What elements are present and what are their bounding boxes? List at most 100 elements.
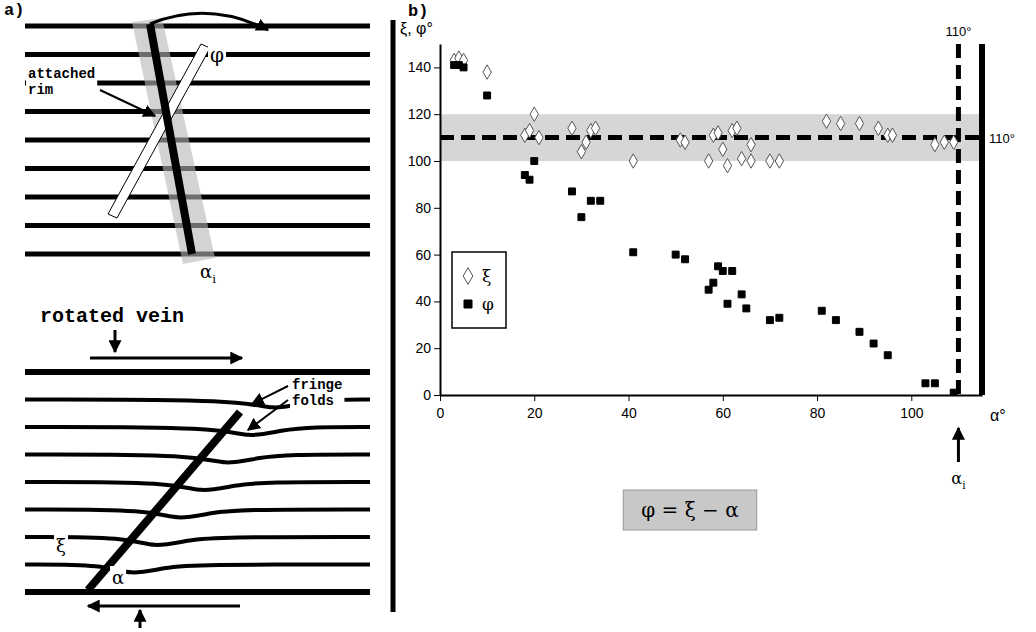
- legend-label: ξ: [482, 266, 491, 286]
- shear-arrow-bottom: [88, 605, 240, 608]
- point: [836, 116, 844, 130]
- fold-label: fringefolds: [292, 377, 342, 409]
- fold-label-line: folds: [292, 393, 334, 409]
- point: [747, 137, 755, 151]
- x-tick-mark: [534, 395, 535, 401]
- reference-line-x: [956, 44, 961, 395]
- point: [874, 121, 882, 135]
- x-axis-line: [441, 395, 983, 397]
- panel-label: b): [408, 2, 428, 21]
- point: [704, 154, 712, 168]
- y-tick: 120: [408, 106, 440, 122]
- alpha-label: α: [112, 567, 124, 588]
- point: [733, 121, 741, 135]
- rim-label-line: attached: [28, 66, 95, 82]
- x-tick-label: 0: [437, 405, 445, 421]
- reference-label-y: 110°: [989, 131, 1015, 146]
- angle-label: φ: [210, 43, 224, 67]
- y-tick-label: 120: [408, 106, 432, 122]
- panel-a: a)φattachedrimαirotated veinfringefoldsξ…: [4, 1, 370, 628]
- y-tick-mark: [434, 161, 440, 162]
- point: [578, 214, 585, 221]
- point: [569, 188, 576, 195]
- x-tick: 40: [621, 395, 637, 421]
- y-tick-mark: [434, 208, 440, 209]
- layer-line: [25, 109, 370, 114]
- point: [776, 314, 783, 321]
- label-background: [26, 65, 97, 99]
- point: [531, 158, 538, 165]
- x-tick-label: 20: [527, 405, 543, 421]
- y-tick: 140: [408, 59, 440, 75]
- y-axis-line: [440, 45, 442, 396]
- point: [818, 307, 825, 314]
- y-axis-title: ξ, φ°: [400, 20, 433, 38]
- x-axis: 0 20 40 60 80 100: [437, 395, 983, 421]
- y-tick-mark: [434, 255, 440, 256]
- point: [597, 197, 604, 204]
- point: [460, 64, 467, 71]
- sketch-title: rotated vein: [40, 305, 184, 328]
- compression-arrow-top: [114, 330, 117, 352]
- layer-line: [25, 138, 370, 143]
- y-tick-label: 20: [415, 340, 431, 356]
- y-tick: 0: [423, 387, 440, 403]
- alpha-i-label: αi: [951, 469, 966, 491]
- point: [931, 380, 938, 387]
- x-axis-title: α°: [990, 407, 1006, 424]
- legend-label: φ: [482, 294, 494, 314]
- x-tick-mark: [440, 395, 441, 401]
- point: [591, 121, 599, 135]
- y-tick-mark: [434, 395, 440, 396]
- layer-line: [25, 24, 370, 29]
- figure: a)φattachedrimαirotated veinfringefoldsξ…: [0, 0, 1036, 632]
- layer-line: [25, 510, 370, 518]
- layer-line: [25, 369, 370, 375]
- point: [530, 107, 538, 121]
- point: [870, 340, 877, 347]
- point: [587, 197, 594, 204]
- alpha-i-pointer: [957, 428, 960, 462]
- y-tick: 40: [415, 293, 440, 309]
- initial-vein: [150, 24, 192, 254]
- point: [483, 65, 491, 79]
- panel-separator: [391, 20, 396, 612]
- legend-box: [452, 252, 506, 328]
- point: [738, 291, 745, 298]
- compression-arrow-bottom: [139, 610, 142, 628]
- point: [723, 158, 731, 172]
- x-tick: 100: [900, 395, 924, 421]
- fold-pointer: [248, 400, 288, 430]
- x-tick-mark: [911, 395, 912, 401]
- band: [440, 114, 982, 161]
- initial-angle-label: αi: [200, 261, 216, 286]
- point: [568, 121, 576, 135]
- point: [822, 114, 830, 128]
- point: [719, 268, 726, 275]
- label-background: [110, 566, 126, 589]
- y-tick-label: 0: [423, 387, 431, 403]
- point: [705, 286, 712, 293]
- alpha-i-label-sub: i: [962, 479, 966, 491]
- layer-line: [25, 565, 370, 573]
- point: [630, 249, 637, 256]
- x-tick-label: 100: [900, 405, 924, 421]
- y-tick: 80: [415, 200, 440, 216]
- panel-label: a): [4, 1, 24, 20]
- y-tick-label: 100: [408, 153, 432, 169]
- alpha-i-label-base: α: [951, 469, 962, 488]
- y-tick-mark: [434, 114, 440, 115]
- point: [931, 137, 939, 151]
- point: [525, 123, 533, 137]
- point: [724, 300, 731, 307]
- initial-angle-label-sub: i: [212, 272, 216, 286]
- label-background: [208, 42, 226, 68]
- point: [484, 92, 491, 99]
- plot-frame-right: [979, 44, 985, 395]
- layer-line: [25, 482, 370, 490]
- x-tick-mark: [817, 395, 818, 401]
- x-tick-label: 60: [715, 405, 731, 421]
- equation-text: φ = ξ − α: [641, 498, 738, 522]
- x-tick: 80: [810, 395, 826, 421]
- rim-label-line: rim: [28, 82, 53, 98]
